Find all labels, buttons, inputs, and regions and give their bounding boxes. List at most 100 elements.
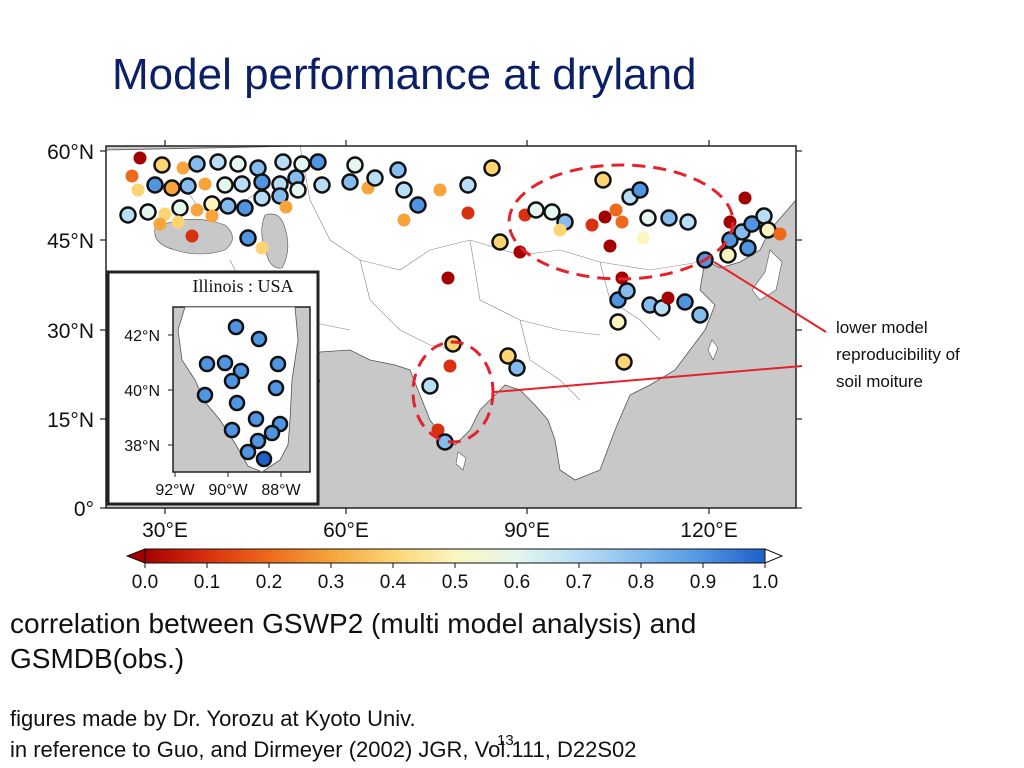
colorbar-segment [455,549,518,563]
station-marker [543,203,561,221]
lon-tick-label: 60°E [323,519,369,542]
inset-lat-label: 38°N [124,438,160,455]
station-marker [499,347,517,365]
colorbar-tick-label: 0.7 [566,572,592,593]
colorbar-low-arrow [125,548,146,564]
station-marker [636,231,650,245]
colorbar-tick-label: 0.3 [318,572,344,593]
colorbar-tick-label: 0.2 [256,572,282,593]
station-marker [585,218,599,232]
station-marker [615,353,633,371]
station-marker [229,155,247,173]
inset-lat-label: 42°N [124,328,160,345]
station-marker [397,213,411,227]
inset-station-marker [232,362,250,380]
inset-station-marker [247,410,265,428]
station-marker [631,181,649,199]
station-marker [274,153,292,171]
station-marker [158,207,172,221]
inset-lat-label: 40°N [124,383,160,400]
colorbar-segment [207,549,270,563]
station-marker [443,359,457,373]
figure-credit: figures made by Dr. Yorozu at Kyoto Univ… [10,703,637,765]
station-marker [185,229,199,243]
station-marker [163,179,181,197]
colorbar-tick-label: 0.0 [132,572,158,593]
inset-station-marker [223,421,241,439]
colorbar-high-arrow [764,548,784,564]
station-marker [719,246,737,264]
inset-station-marker [227,318,245,336]
station-marker [739,239,757,257]
station-marker [759,221,777,239]
inset-lon-label: 92°W [155,482,195,499]
station-marker [527,201,545,219]
station-marker [313,176,331,194]
station-marker [743,215,761,233]
station-marker [253,189,271,207]
inset-lon-label: 88°W [261,482,301,499]
station-marker [661,291,675,305]
station-marker [598,210,612,224]
station-marker [139,203,157,221]
annotation-text: lower model reproducibility of soil moit… [836,314,960,395]
station-marker [341,173,359,191]
station-marker [755,207,773,225]
station-marker [461,206,475,220]
credit-line-2: in reference to Guo, and Dirmeyer (2002)… [10,737,637,762]
station-marker [131,183,145,197]
annotation-line-1: lower model [836,318,928,337]
inset-station-marker [249,432,267,450]
colorbar-tick-label: 0.9 [690,572,716,593]
inset-station-marker [198,355,216,373]
page-number: 13 [497,732,514,749]
station-marker [723,215,737,229]
station-marker [421,377,439,395]
station-marker [773,227,787,241]
colorbar-segment [331,549,394,563]
inset-station-marker [250,330,268,348]
station-marker [205,209,219,223]
annotation-line-2: reproducibility of [836,345,960,364]
annotation-leader-2 [493,365,803,393]
lat-tick-label: 15°N [47,409,94,432]
station-marker [441,271,455,285]
station-marker [491,233,509,251]
lat-tick-label: 30°N [47,320,94,343]
station-marker [119,206,137,224]
station-marker [216,176,234,194]
station-marker [395,181,413,199]
country-borders [179,145,701,401]
inset-station-marker [263,424,281,442]
station-marker [459,176,477,194]
taiwan [707,339,719,361]
station-marker [389,161,407,179]
station-marker [198,177,212,191]
station-marker [676,293,694,311]
station-marker [366,169,384,187]
lon-tick-label: 30°E [142,519,188,542]
inset-axes: 42°N 40°N 38°N 92°W 90°W 88°W [124,328,301,499]
station-marker [176,161,190,175]
correlation-map: 60°N 45°N 30°N 15°N 0° 30°E 60°E 90°E 120°E Illi… [47,140,827,593]
inset-station-marker [267,379,285,397]
colorbar-segment [517,549,580,563]
station-marker [271,187,289,205]
colorbar: 0.0 0.1 0.2 0.3 0.4 0.5 0.6 0.7 0.8 0.9 1.0 [125,548,784,593]
colorbar-segment [641,549,704,563]
inset-station-marker [216,354,234,372]
station-marker [603,239,617,253]
station-marker [179,177,197,195]
station-marker [309,153,327,171]
inset-title: Illinois : USA [192,276,293,296]
colorbar-segment [703,549,766,563]
station-marker [188,155,206,173]
colorbar-tick-label: 1.0 [752,572,778,593]
station-marker [483,159,501,177]
colorbar-tick-label: 0.8 [628,572,654,593]
station-marker [236,199,254,217]
station-marker [233,175,251,193]
station-marker [594,171,612,189]
station-marker [190,203,204,217]
colorbar-segment [393,549,456,563]
